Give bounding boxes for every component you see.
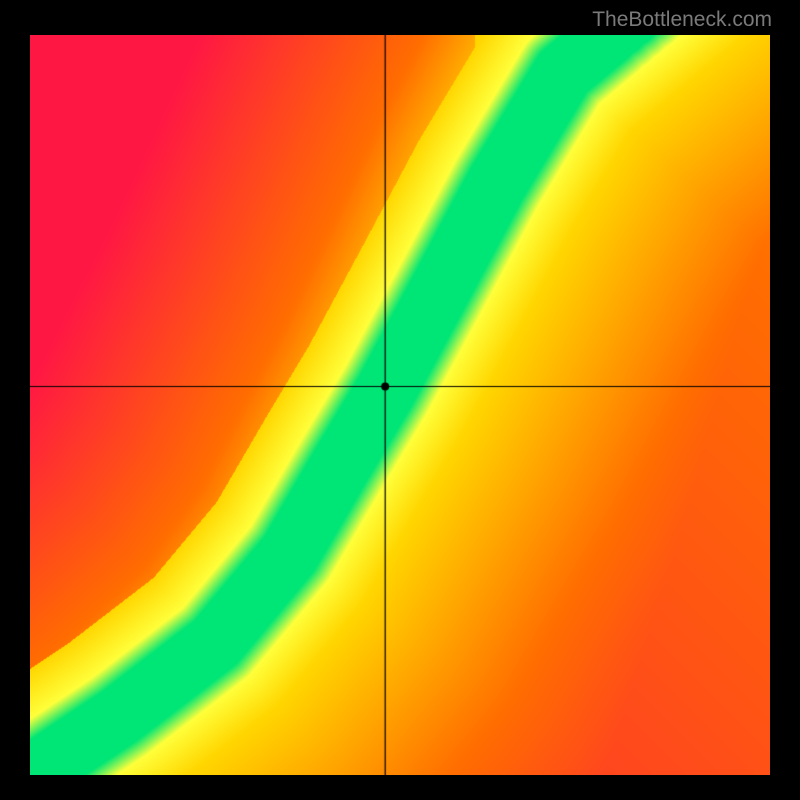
chart-container: TheBottleneck.com (0, 0, 800, 800)
watermark-text: TheBottleneck.com (592, 8, 772, 32)
heatmap-plot (30, 35, 770, 775)
heatmap-canvas (30, 35, 770, 775)
